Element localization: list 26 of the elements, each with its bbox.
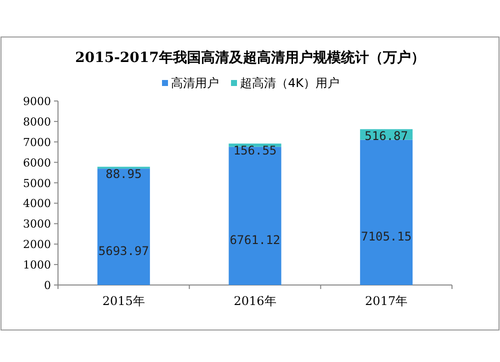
data-label: 6761.12 xyxy=(230,232,280,247)
y-tick-label: 4000 xyxy=(23,197,51,210)
bar xyxy=(228,144,282,147)
bar xyxy=(97,168,150,285)
legend-label: 高清用户 xyxy=(171,76,219,90)
legend-label: 超高清（4K）用户 xyxy=(240,76,340,90)
y-tick-label: 1000 xyxy=(23,258,51,272)
y-tick-label: 5000 xyxy=(23,176,51,190)
data-label: 88.95 xyxy=(106,166,142,181)
chart-title: 2015-2017年我国高清及超高清用户规模统计（万户） xyxy=(75,49,425,66)
data-label: 7105.15 xyxy=(361,229,412,244)
y-tick-label: 3000 xyxy=(23,218,51,231)
data-label: 156.55 xyxy=(233,144,277,158)
y-tick-label: 6000 xyxy=(23,156,51,170)
y-tick-label: 7000 xyxy=(23,136,51,149)
y-tick-label: 0 xyxy=(44,279,51,292)
y-tick-label: 9000 xyxy=(23,95,51,108)
x-tick-label: 2016年 xyxy=(234,294,276,308)
x-tick-label: 2015年 xyxy=(102,294,145,308)
bar xyxy=(360,140,413,285)
x-tick-label: 2017年 xyxy=(365,294,408,308)
bar xyxy=(228,146,282,285)
data-label: 5693.97 xyxy=(98,244,149,258)
y-tick-label: 2000 xyxy=(23,238,51,252)
y-tick-label: 8000 xyxy=(23,115,51,128)
data-label: 516.87 xyxy=(364,129,408,144)
